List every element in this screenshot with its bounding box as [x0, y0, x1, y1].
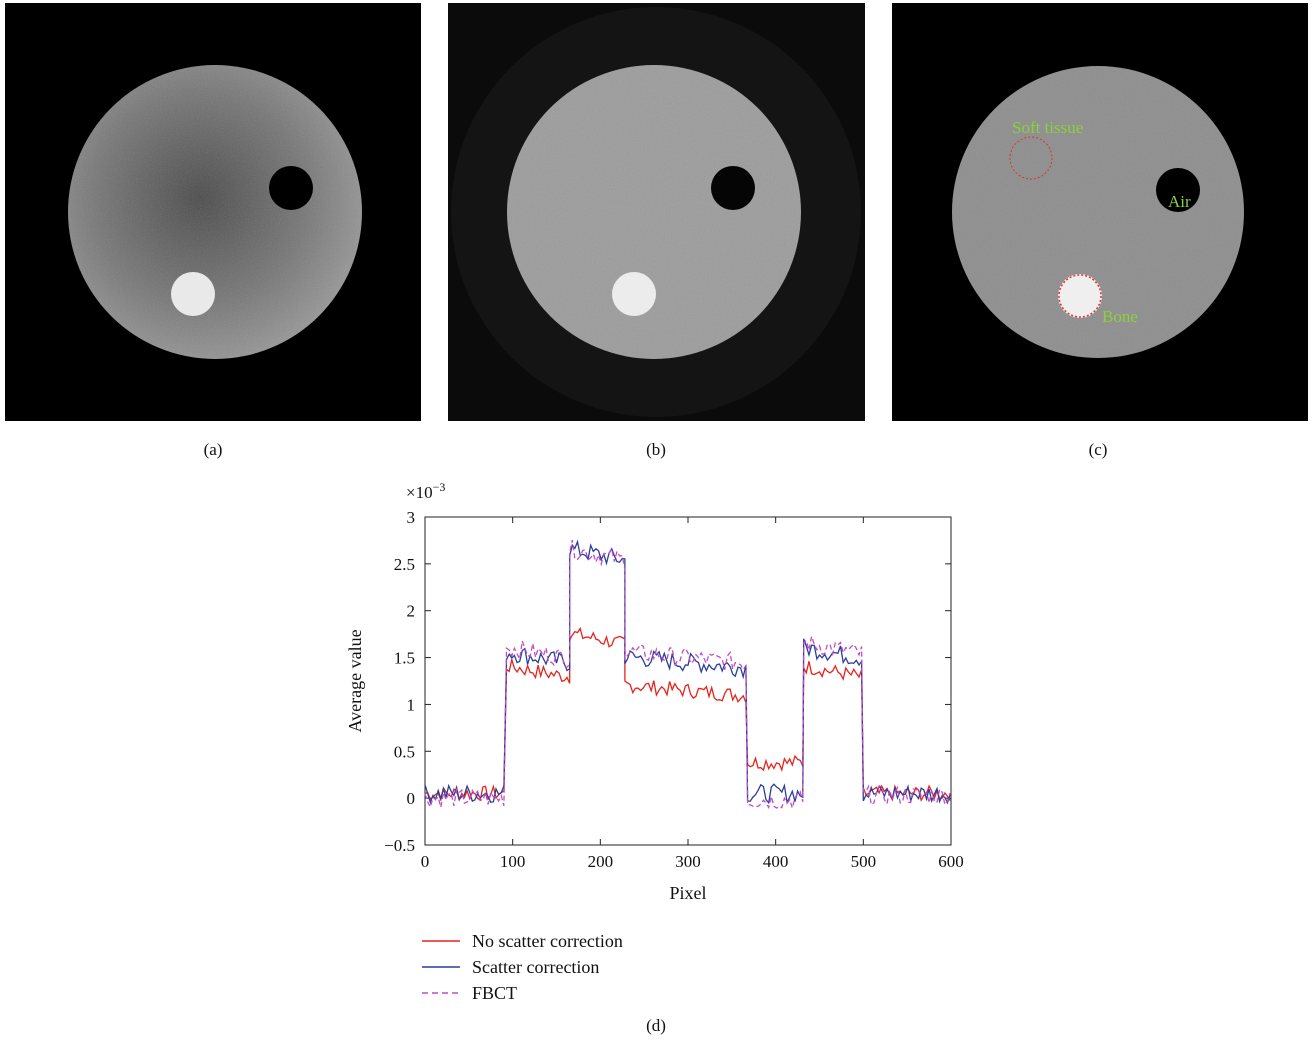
series-line-scatter: [424, 539, 951, 805]
bone-roi: [1058, 274, 1102, 318]
y-tick-label: 1: [407, 695, 416, 714]
legend-label: No scatter correction: [472, 930, 623, 951]
caption-a: (a): [203, 440, 223, 459]
chart-legend: No scatter correction Scatter correction…: [420, 928, 623, 1006]
legend-item-scatter: Scatter correction: [420, 954, 623, 980]
bone-insert: [171, 272, 215, 316]
y-tick-label: −0.5: [384, 836, 415, 855]
x-axis-label: Pixel: [669, 883, 706, 903]
caption-b: (b): [646, 440, 666, 459]
bone-insert: [612, 272, 656, 316]
y-tick-label: 1.5: [394, 649, 415, 668]
legend-item-no-scatter: No scatter correction: [420, 928, 623, 954]
legend-label: FBCT: [472, 982, 518, 1003]
soft-tissue-label: Soft tissue: [1012, 118, 1083, 137]
air-insert: [1156, 168, 1200, 212]
y-multiplier: ×10−3: [406, 480, 445, 502]
x-tick-label: 0: [421, 852, 430, 871]
legend-item-fbct: FBCT: [420, 980, 623, 1006]
y-tick-label: 0.5: [394, 742, 415, 761]
caption-d: (d): [646, 1016, 666, 1035]
x-tick-label: 600: [938, 852, 964, 871]
ct-image-a: [5, 3, 421, 421]
profile-chart: ×10−3 0 100 200 300 400 500 600 −0.5 0 0.5 1 1.5 2 2.…: [345, 480, 964, 903]
legend-label: Scatter correction: [472, 956, 600, 977]
y-axis-label: Average value: [345, 629, 365, 732]
x-tick-label: 300: [675, 852, 701, 871]
y-tick-label: 2: [407, 602, 416, 621]
x-tick-label: 200: [588, 852, 614, 871]
x-tick-label: 500: [851, 852, 877, 871]
series-line-fbct: [424, 539, 951, 811]
air-insert: [711, 166, 755, 210]
bone-label: Bone: [1102, 307, 1138, 326]
caption-c: (c): [1088, 440, 1108, 459]
y-tick-label: 3: [407, 508, 416, 527]
soft-tissue-roi: [1009, 136, 1053, 180]
bone-insert: [1058, 274, 1102, 318]
x-tick-label: 400: [763, 852, 789, 871]
air-label: Air: [1168, 192, 1191, 211]
y-tick-label: 0: [407, 789, 416, 808]
air-insert: [269, 166, 313, 210]
x-tick-label: 100: [500, 852, 526, 871]
ct-image-b: [448, 3, 865, 421]
ct-image-c: Soft tissue Air Bone: [892, 3, 1308, 421]
y-tick-label: 2.5: [394, 555, 415, 574]
